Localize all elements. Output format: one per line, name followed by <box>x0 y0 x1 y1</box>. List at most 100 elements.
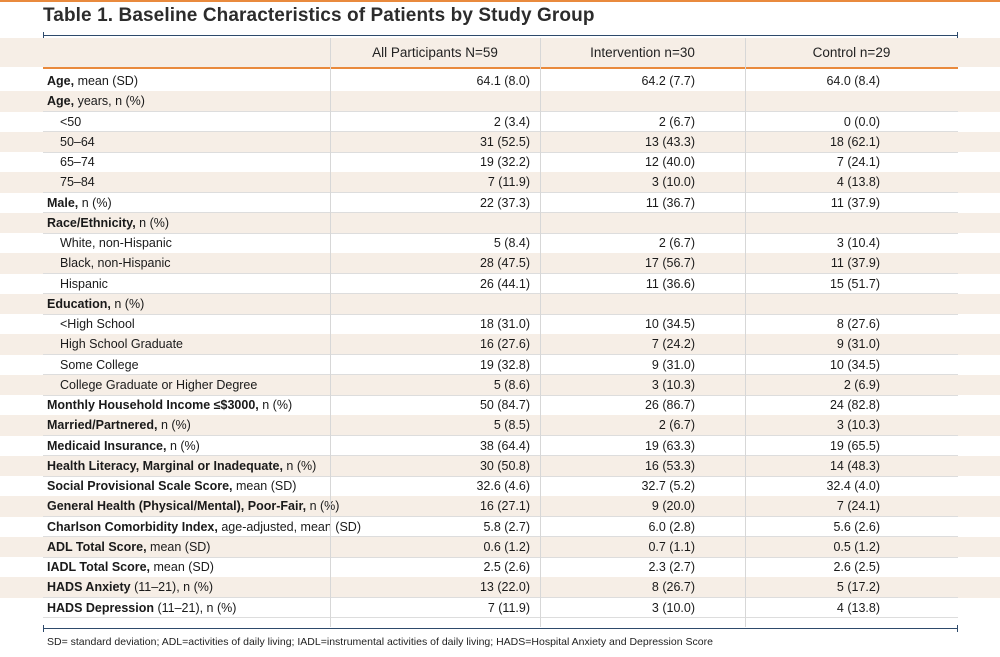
value-intervention: 2.3 (2.7) <box>648 560 695 574</box>
row-label: Some College <box>60 355 139 375</box>
value-intervention: 0.7 (1.1) <box>648 539 695 554</box>
value-control: 3 (10.3) <box>836 418 880 433</box>
row-label: IADL Total Score, mean (SD) <box>47 557 214 577</box>
row-label: HADS Depression (11–21), n (%) <box>47 598 236 618</box>
row-label: 50–64 <box>60 132 95 152</box>
row-label: <50 <box>60 112 81 132</box>
row-label-detail: n (%) <box>258 398 293 412</box>
row-label-bold: Race/Ethnicity, <box>47 215 136 230</box>
row-label-detail: mean (SD) <box>232 479 297 493</box>
value-control: 2 (6.9) <box>843 377 880 392</box>
value-intervention: 12 (40.0) <box>644 155 695 169</box>
table-row: Social Provisional Scale Score, mean (SD… <box>0 476 1000 496</box>
row-label: Education, n (%) <box>47 294 144 314</box>
row-divider <box>43 617 958 619</box>
row-label: Male, n (%) <box>47 193 112 213</box>
table-row: HADS Depression (11–21), n (%) 7 (11.9) 3 … <box>0 598 1000 618</box>
table-header <box>0 38 1000 67</box>
value-intervention: 7 (24.2) <box>651 337 695 352</box>
table-row: Health Literacy, Marginal or Inadequate,… <box>0 455 1000 476</box>
table-row: Black, non-Hispanic 28 (47.5) 17 (56.7) 11 … <box>0 253 1000 274</box>
row-divider <box>43 192 958 193</box>
row-divider <box>43 232 958 234</box>
row-label-detail: White, non-Hispanic <box>60 236 172 250</box>
row-label-bold: Education, <box>47 296 111 311</box>
row-label-detail: (11–21), n (%) <box>153 600 237 615</box>
row-label: Medicaid Insurance, n (%) <box>47 436 200 456</box>
row-label-bold: General Health (Physical/Mental), Poor-F… <box>47 499 307 514</box>
row-divider <box>43 111 958 112</box>
table-bottom-rule <box>43 628 958 629</box>
table-row: Education, n (%) <box>0 293 1000 314</box>
value-intervention: 26 (86.7) <box>644 398 695 412</box>
value-all: 2.5 (2.6) <box>483 560 530 574</box>
row-divider <box>43 597 958 598</box>
value-control: 3 (10.4) <box>836 236 880 250</box>
row-label-detail: 75–84 <box>60 175 95 190</box>
value-all: 5 (8.5) <box>493 418 530 433</box>
value-control: 4 (13.8) <box>836 600 880 615</box>
row-label: Age, years, n (%) <box>47 91 145 111</box>
table-title: Table 1. Baseline Characteristics of Pat… <box>43 5 595 26</box>
row-label: 65–74 <box>60 152 95 172</box>
row-divider <box>43 273 958 274</box>
value-all: 7 (11.9) <box>487 175 530 190</box>
table-row: Race/Ethnicity, n (%) <box>0 212 1000 233</box>
row-label-detail: mean (SD) <box>150 560 214 574</box>
value-all: 22 (37.3) <box>479 195 530 210</box>
row-label: White, non-Hispanic <box>60 233 172 253</box>
value-all: 16 (27.6) <box>479 337 530 352</box>
row-divider <box>43 354 958 355</box>
row-label: Age, mean (SD) <box>47 71 138 91</box>
row-label: Black, non-Hispanic <box>60 253 170 273</box>
row-label-bold: Medicaid Insurance, <box>47 438 167 453</box>
row-label-detail: Black, non-Hispanic <box>60 256 171 271</box>
table-row: Hispanic 26 (44.1) 11 (36.6) 15 (51.7) <box>0 274 1000 294</box>
row-divider <box>43 313 958 315</box>
column-divider <box>330 38 331 627</box>
table-row: IADL Total Score, mean (SD) 2.5 (2.6) 2.3 … <box>0 557 1000 577</box>
value-intervention: 17 (56.7) <box>644 256 695 271</box>
value-control: 2.6 (2.5) <box>833 560 880 574</box>
row-label-bold: Age, <box>47 94 75 109</box>
value-all: 16 (27.1) <box>479 499 530 514</box>
value-intervention: 6.0 (2.8) <box>648 519 695 534</box>
row-label: 75–84 <box>60 172 95 192</box>
value-control: 8 (27.6) <box>836 317 880 331</box>
row-label-detail: n (%) <box>282 458 317 473</box>
row-label-detail: 65–74 <box>60 155 95 169</box>
value-all: 28 (47.5) <box>479 256 530 271</box>
value-control: 10 (34.5) <box>829 357 880 372</box>
table-row: 50–64 31 (52.5) 13 (43.3) 18 (62.1) <box>0 131 1000 152</box>
value-intervention: 3 (10.3) <box>651 377 695 392</box>
value-all: 2 (3.4) <box>493 114 530 129</box>
value-intervention: 9 (31.0) <box>651 357 695 372</box>
table-row: Age, mean (SD) 64.1 (8.0) 64.2 (7.7) 64.0 (… <box>0 71 1000 91</box>
row-label-detail: <50 <box>60 114 82 129</box>
table-row: White, non-Hispanic 5 (8.4) 2 (6.7) 3 (10.4… <box>0 233 1000 253</box>
value-control: 19 (65.5) <box>829 438 880 453</box>
row-label-detail: <High School <box>60 317 135 331</box>
value-intervention: 11 (36.6) <box>645 276 695 291</box>
row-label-bold: Monthly Household Income ≤$3000, <box>47 398 259 412</box>
value-all: 5.8 (2.7) <box>483 519 530 534</box>
value-intervention: 3 (10.0) <box>651 175 695 190</box>
table-row: Monthly Household Income ≤$3000, n (%) 50… <box>0 395 1000 415</box>
table-row: Age, years, n (%) <box>0 91 1000 112</box>
row-label: Race/Ethnicity, n (%) <box>47 213 169 233</box>
row-label: Social Provisional Scale Score, mean (SD… <box>47 476 296 496</box>
row-divider <box>43 151 958 153</box>
column-header-all: All Participants N=59 <box>372 45 498 60</box>
value-control: 0 (0.0) <box>843 114 880 129</box>
value-control: 24 (82.8) <box>829 398 880 412</box>
value-intervention: 13 (43.3) <box>644 134 695 149</box>
value-intervention: 2 (6.7) <box>658 236 695 250</box>
row-label-detail: n (%) <box>166 438 200 453</box>
row-divider <box>43 394 958 396</box>
table-row: High School Graduate 16 (27.6) 7 (24.2) 9 (… <box>0 334 1000 355</box>
value-intervention: 9 (20.0) <box>651 499 695 514</box>
table-row: College Graduate or Higher Degree 5 (8.6)… <box>0 374 1000 395</box>
value-control: 5 (17.2) <box>836 580 880 595</box>
row-label-detail: High School Graduate <box>60 337 183 352</box>
row-label-detail: age-adjusted, mean (SD) <box>217 519 361 534</box>
